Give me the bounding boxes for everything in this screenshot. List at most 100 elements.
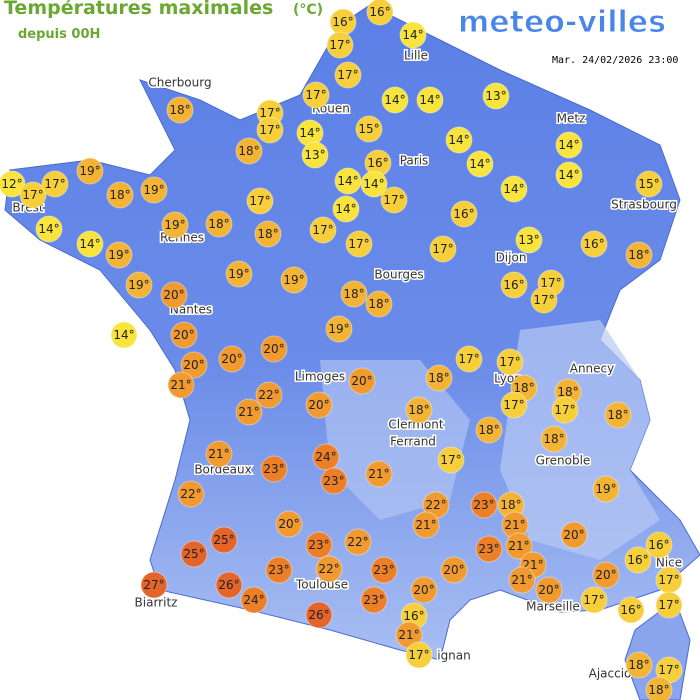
- temperature-marker: [167, 371, 195, 399]
- temperature-label: 23°: [308, 538, 329, 552]
- temperature-marker: [500, 271, 528, 299]
- temperature-label: 17°: [499, 355, 520, 369]
- temperature-marker: [551, 396, 579, 424]
- temperature-marker: [445, 126, 473, 154]
- temperature-label: 20°: [351, 374, 372, 388]
- temperature-marker: [19, 181, 47, 209]
- temperature-marker: [555, 161, 583, 189]
- temperature-label: 21°: [208, 447, 229, 461]
- temperature-label: 18°: [238, 144, 259, 158]
- temperature-label: 18°: [478, 423, 499, 437]
- temperature-label: 14°: [38, 222, 59, 236]
- temperature-label: 13°: [304, 148, 325, 162]
- temperature-marker: [235, 398, 263, 426]
- temperature-marker: [180, 540, 208, 568]
- temperature-label: 20°: [595, 568, 616, 582]
- temperature-label: 17°: [259, 123, 280, 137]
- massif-central-relief: [320, 360, 470, 520]
- city-label: Dijon: [496, 251, 527, 265]
- temperature-label: 23°: [323, 474, 344, 488]
- temperature-label: 18°: [208, 217, 229, 231]
- temperature-marker: [560, 521, 588, 549]
- logo: meteo-villes: [458, 5, 666, 40]
- temperature-marker: [325, 315, 353, 343]
- temperature-label: 17°: [305, 88, 326, 102]
- temperature-label: 19°: [595, 482, 616, 496]
- city-label: Cherbourg: [148, 76, 211, 90]
- temperature-marker: [110, 321, 138, 349]
- temperature-marker: [466, 150, 494, 178]
- temperature-label: 22°: [318, 562, 339, 576]
- temperature-marker: [235, 137, 263, 165]
- temperature-marker: [280, 266, 308, 294]
- temperature-label: 17°: [503, 398, 524, 412]
- temperature-marker: [240, 586, 268, 614]
- temperature-label: 16°: [403, 609, 424, 623]
- temperature-marker: [260, 455, 288, 483]
- temperature-label: 17°: [249, 194, 270, 208]
- temperature-label: 21°: [170, 378, 191, 392]
- temperature-label: 13°: [485, 89, 506, 103]
- temperature-marker: [405, 641, 433, 669]
- city-label: Bordeaux: [194, 463, 251, 477]
- temperature-marker: [210, 526, 238, 554]
- temperature-label: 20°: [263, 342, 284, 356]
- temperature-label: 16°: [648, 538, 669, 552]
- temperature-marker: [580, 586, 608, 614]
- temperature-label: 17°: [312, 223, 333, 237]
- temperature-label: 20°: [563, 528, 584, 542]
- temperature-marker: [105, 241, 133, 269]
- temperature-marker: [180, 351, 208, 379]
- city-label: Marseille: [526, 600, 580, 614]
- temperature-marker: [344, 528, 372, 556]
- temperature-marker: [592, 475, 620, 503]
- temperature-marker: [265, 556, 293, 584]
- temperature-label: 17°: [554, 403, 575, 417]
- temperature-marker: [470, 491, 498, 519]
- temperature-label: 19°: [143, 183, 164, 197]
- temperature-label: 17°: [658, 598, 679, 612]
- temperature-marker: [365, 290, 393, 318]
- temperature-marker: [440, 556, 468, 584]
- temperature-marker: [530, 286, 558, 314]
- temperature-marker: [305, 601, 333, 629]
- title: Températures maximales: [4, 0, 273, 19]
- temperature-label: 21°: [368, 467, 389, 481]
- temperature-label: 26°: [218, 578, 239, 592]
- temperature-marker: [399, 21, 427, 49]
- temperature-label: 18°: [109, 188, 130, 202]
- temperature-marker: [205, 210, 233, 238]
- temperature-label: 18°: [648, 683, 669, 697]
- city-label: Limoges: [295, 370, 345, 384]
- temperature-label: 16°: [503, 278, 524, 292]
- temperature-marker: [305, 391, 333, 419]
- temperature-label: 26°: [308, 608, 329, 622]
- temperature-marker: [360, 586, 388, 614]
- city-label: Toulouse: [295, 578, 348, 592]
- temperature-label: 21°: [398, 628, 419, 642]
- city-label: Strasbourg: [611, 198, 677, 212]
- temperature-label: 16°: [627, 553, 648, 567]
- temperature-label: 20°: [163, 288, 184, 302]
- temperature-marker: [370, 556, 398, 584]
- temperature-marker: [309, 216, 337, 244]
- temperature-label: 16°: [620, 603, 641, 617]
- temperature-marker: [205, 440, 233, 468]
- temperature-label: 19°: [328, 322, 349, 336]
- temperature-marker: [35, 215, 63, 243]
- city-label: Ajaccio: [589, 667, 632, 681]
- temperature-label: 18°: [169, 103, 190, 117]
- temperature-label: 19°: [283, 273, 304, 287]
- temperature-label: 18°: [408, 403, 429, 417]
- temperature-label: 15°: [358, 122, 379, 136]
- city-label: Metz: [557, 112, 586, 126]
- temperature-marker: [604, 401, 632, 429]
- temperature-label: 17°: [658, 573, 679, 587]
- temperature-label: 14°: [299, 126, 320, 140]
- temperature-label: 16°: [453, 207, 474, 221]
- city-label: Annecy: [570, 362, 615, 376]
- temperature-marker: [366, 0, 394, 26]
- temperature-label: 17°: [658, 663, 679, 677]
- city-labels: CherbourgLilleRouenParisMetzStrasbourgBr…: [11, 47, 684, 682]
